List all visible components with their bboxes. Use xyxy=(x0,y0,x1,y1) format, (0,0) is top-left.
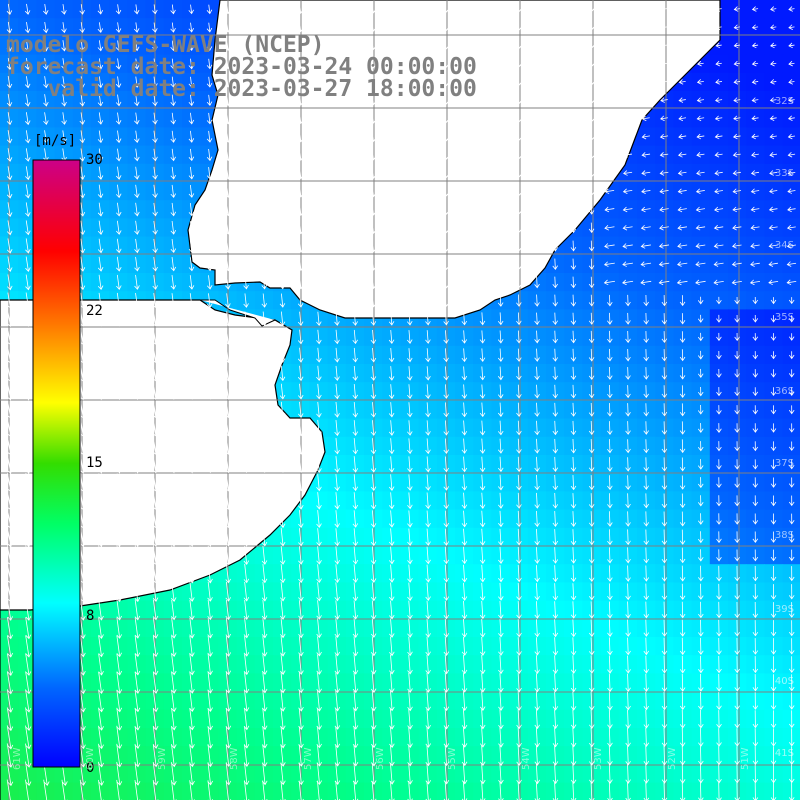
colorbar-unit: [m/s] xyxy=(34,133,77,149)
colorbar-tick-30: 30 xyxy=(86,152,103,168)
lon-label: 58W xyxy=(229,747,240,770)
lat-label: 38S xyxy=(774,530,794,541)
lat-label: 36S xyxy=(774,386,794,397)
lat-label: 37S xyxy=(774,458,794,469)
lon-label: 57W xyxy=(303,747,314,770)
model-title: modelo GEFS-WAVE (NCEP) xyxy=(6,32,325,58)
lat-label: 34S xyxy=(774,240,794,251)
lon-label: 52W xyxy=(667,747,678,770)
colorbar xyxy=(32,159,81,768)
colorbar-tick-0: 0 xyxy=(86,760,95,776)
lat-label: 33S xyxy=(774,168,794,179)
lon-label: 53W xyxy=(593,747,604,770)
colorbar-tick-15: 15 xyxy=(86,455,103,471)
lon-label: 60W xyxy=(85,747,96,770)
lon-label: 54W xyxy=(521,747,532,770)
lat-label: 41S xyxy=(774,748,794,759)
lon-label: 59W xyxy=(157,747,168,770)
lon-label: 51W xyxy=(740,747,751,770)
colorbar-tick-22: 22 xyxy=(86,303,103,319)
lon-label: 61W xyxy=(12,747,23,770)
lon-label: 55W xyxy=(447,747,458,770)
land-uruguay xyxy=(187,0,721,319)
valid-date: valid date: 2023-03-27 18:00:00 xyxy=(6,76,477,102)
colorbar-tick-8: 8 xyxy=(86,608,95,624)
lat-label: 35S xyxy=(774,312,794,323)
forecast-date: forecast date: 2023-03-24 00:00:00 xyxy=(6,54,477,80)
lat-label: 39S xyxy=(774,604,794,615)
lon-label: 56W xyxy=(375,747,386,770)
lat-label: 40S xyxy=(774,676,794,687)
lat-label: 32S xyxy=(774,96,794,107)
